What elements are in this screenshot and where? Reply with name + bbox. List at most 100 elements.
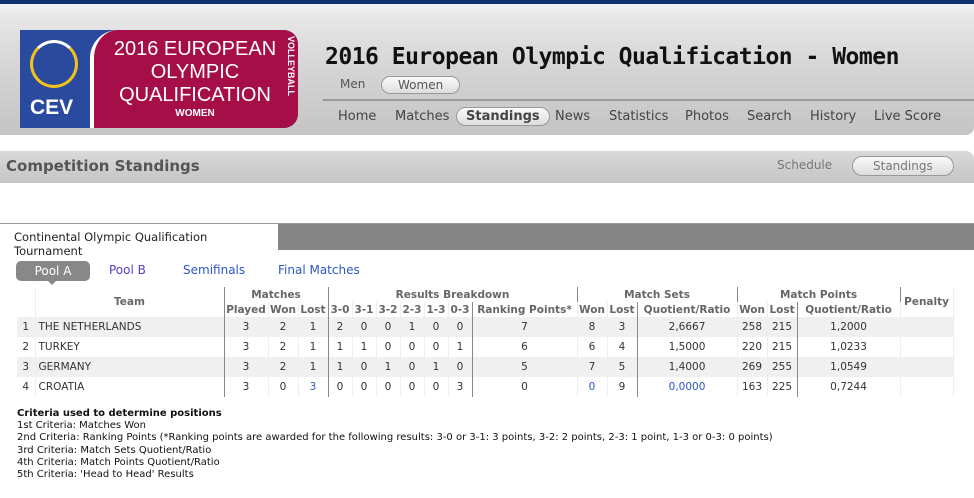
schedule-link[interactable]: Schedule: [777, 158, 833, 172]
sets-header: Match Sets: [577, 287, 738, 302]
value-cell: 220: [737, 337, 768, 357]
rank-cell: 3: [17, 357, 36, 377]
value-cell: 0,0000: [637, 377, 738, 397]
value-cell: 5: [472, 357, 578, 377]
subheader: Competition Standings Schedule Standings: [0, 151, 974, 183]
value-cell: 3: [607, 317, 638, 337]
value-cell: 1: [298, 337, 329, 357]
criteria: Criteria used to determine positions 1st…: [17, 408, 773, 481]
value-cell: 8: [577, 317, 608, 337]
penalty-cell: [900, 357, 954, 377]
value-cell: 0: [352, 357, 377, 377]
nav-search[interactable]: Search: [747, 109, 792, 124]
points-header: Match Points: [737, 287, 901, 302]
standings-table: Team Matches Results Breakdown Match Set…: [17, 287, 954, 397]
cev-logo[interactable]: CEV 2016 EUROPEAN OLYMPIC QUALIFICATION …: [20, 30, 298, 128]
value-cell: 1,0549: [797, 357, 901, 377]
value-cell: 7: [577, 357, 608, 377]
nav-history[interactable]: History: [810, 109, 857, 124]
column-header: Quotient/Ratio: [797, 302, 901, 317]
value-cell: 0: [577, 377, 608, 397]
column-header: 3-2: [376, 302, 401, 317]
value-cell: 1: [376, 357, 401, 377]
value-cell: 7: [472, 317, 578, 337]
logo-banner: 2016 EUROPEAN OLYMPIC QUALIFICATION WOME…: [90, 30, 298, 128]
nav-photos[interactable]: Photos: [685, 109, 729, 124]
standings-link[interactable]: Standings: [852, 156, 954, 176]
value-cell: 3: [224, 337, 269, 357]
value-cell: 0: [424, 337, 449, 357]
team-header: Team: [35, 287, 225, 317]
value-cell: 3: [448, 377, 473, 397]
value-cell: 3: [224, 377, 269, 397]
team-cell[interactable]: CROATIA: [35, 377, 225, 397]
value-cell: 2: [268, 337, 299, 357]
breakdown-header: Results Breakdown: [328, 287, 578, 302]
value-cell: 215: [767, 337, 798, 357]
gender-women[interactable]: Women: [381, 76, 461, 94]
top-bar: [0, 0, 974, 4]
rank-cell: 4: [17, 377, 36, 397]
column-header: 1-3: [424, 302, 449, 317]
gender-men[interactable]: Men: [340, 77, 366, 91]
final-matches-tab[interactable]: Final Matches: [278, 263, 360, 277]
value-cell: 269: [737, 357, 768, 377]
value-cell: 0: [268, 377, 299, 397]
volleyball-icon: [30, 40, 78, 88]
table-row: 1 THE NETHERLANDS 3 2 1 2 0 0 1 0 0 7 8 3 2,6667 258 215…: [17, 317, 954, 337]
penalty-cell: [900, 337, 954, 357]
value-cell: 0: [376, 377, 401, 397]
pool-b-tab[interactable]: Pool B: [109, 263, 146, 277]
value-cell: 0: [424, 317, 449, 337]
tab-continental[interactable]: Continental Olympic Qualification Tourna…: [0, 224, 278, 258]
value-cell: 1,0233: [797, 337, 901, 357]
value-cell: 6: [472, 337, 578, 357]
nav-live-score[interactable]: Live Score: [874, 109, 942, 124]
penalty-cell: [900, 317, 954, 337]
team-cell[interactable]: GERMANY: [35, 357, 225, 377]
criteria-item: 2nd Criteria: Ranking Points (*Ranking p…: [17, 432, 773, 444]
value-cell: 2: [268, 317, 299, 337]
pool-a-tab[interactable]: Pool A: [16, 261, 90, 285]
rank-cell: 2: [17, 337, 36, 357]
column-header: Won: [577, 302, 608, 317]
column-header: 3-1: [352, 302, 377, 317]
value-cell: 3: [224, 357, 269, 377]
value-cell: 0: [328, 377, 353, 397]
nav-statistics[interactable]: Statistics: [609, 109, 669, 124]
column-header: Quotient/Ratio: [637, 302, 738, 317]
value-cell: 1: [328, 337, 353, 357]
criteria-item: 1st Criteria: Matches Won: [17, 420, 146, 432]
logo-line: QUALIFICATION: [119, 84, 271, 106]
value-cell: 225: [767, 377, 798, 397]
value-cell: 255: [767, 357, 798, 377]
logo-line: OLYMPIC: [150, 61, 240, 83]
value-cell: 0: [376, 317, 401, 337]
column-header: 2-3: [400, 302, 425, 317]
value-cell: 1: [400, 317, 425, 337]
value-cell: 2: [328, 317, 353, 337]
nav-home[interactable]: Home: [338, 109, 377, 124]
value-cell: 2,6667: [637, 317, 738, 337]
value-cell: 2: [268, 357, 299, 377]
rank-cell: 1: [17, 317, 36, 337]
nav-matches[interactable]: Matches: [395, 109, 450, 124]
value-cell: 4: [607, 337, 638, 357]
value-cell: 5: [607, 357, 638, 377]
value-cell: 1,4000: [637, 357, 738, 377]
nav-news[interactable]: News: [555, 109, 591, 124]
rank-header: [17, 287, 36, 317]
value-cell: 0: [376, 337, 401, 357]
table-row: 4 CROATIA 3 0 3 0 0 0 0 0 3 0 0 9 0,0000 163 225 0,7244: [17, 377, 954, 397]
team-cell[interactable]: THE NETHERLANDS: [35, 317, 225, 337]
team-cell[interactable]: TURKEY: [35, 337, 225, 357]
semifinals-tab[interactable]: Semifinals: [183, 263, 246, 277]
nav-standings[interactable]: Standings: [456, 107, 550, 126]
logo-line: WOMEN: [175, 108, 215, 119]
value-cell: 1,2000: [797, 317, 901, 337]
value-cell: 258: [737, 317, 768, 337]
column-header: Won: [737, 302, 768, 317]
value-cell: 0: [472, 377, 578, 397]
column-header: Lost: [298, 302, 329, 317]
value-cell: 0: [400, 357, 425, 377]
